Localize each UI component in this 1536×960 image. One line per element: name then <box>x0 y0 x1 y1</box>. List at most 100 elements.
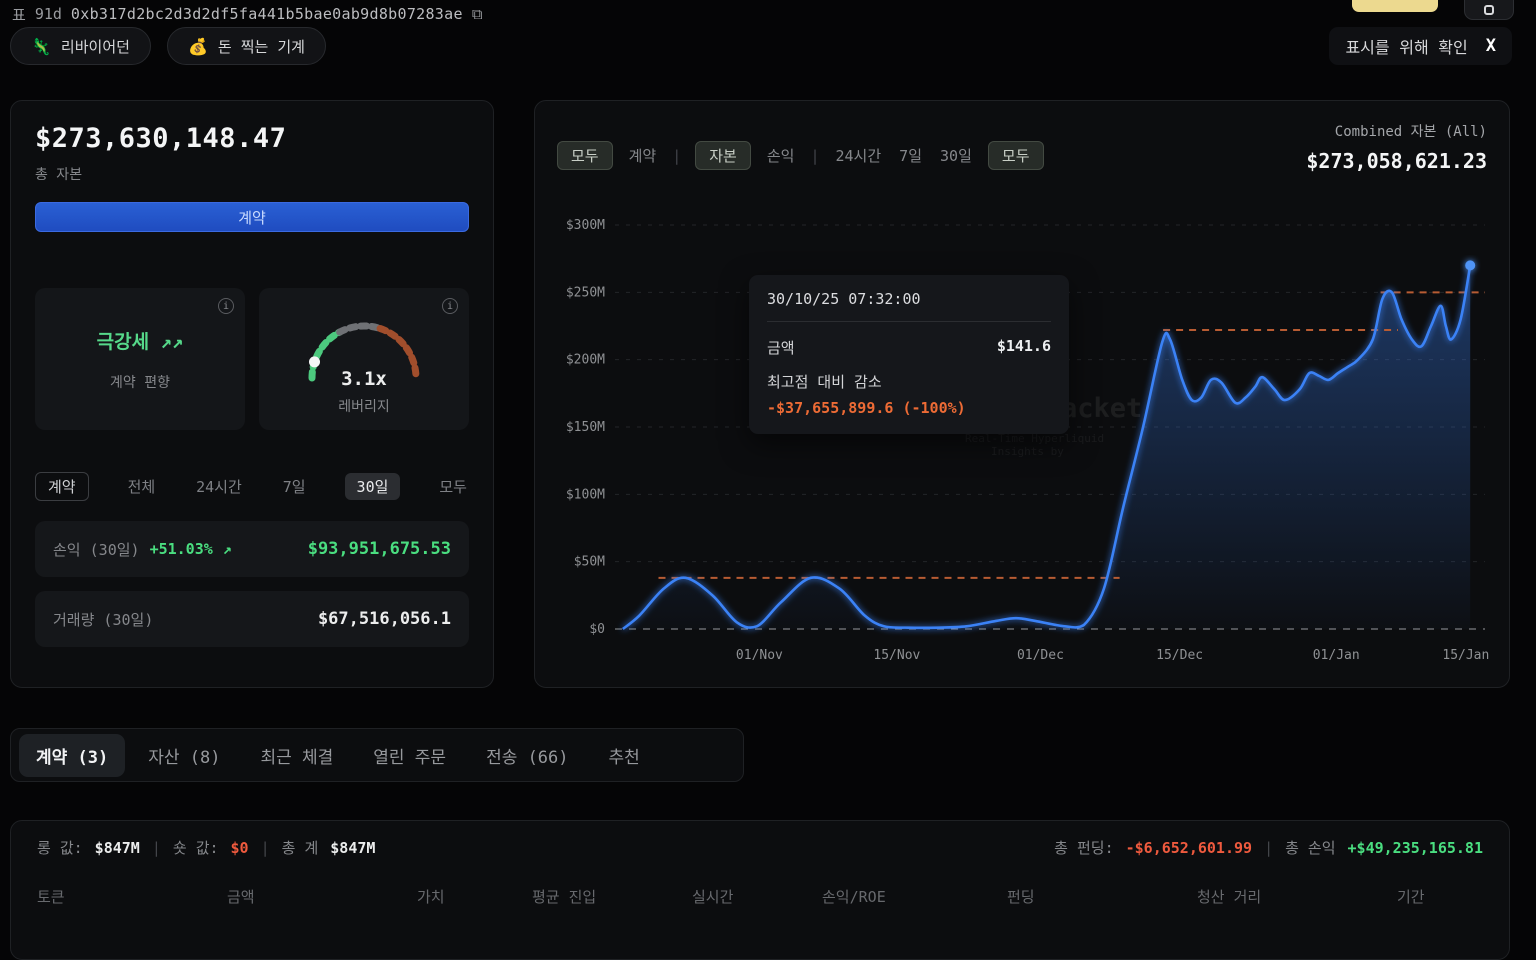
svg-text:$0: $0 <box>589 622 605 637</box>
long-value-label: 롱 값: <box>37 839 83 857</box>
tab-referrals[interactable]: 추천 <box>608 747 640 768</box>
positions-table-header: 토큰 금액 가치 평균 진입 실시간 손익/ROE 펀딩 청산 거리 기간 <box>37 886 1483 907</box>
tag-leviathan-label: 리바이어던 <box>60 37 130 56</box>
wallet-address: 0xb317d2bc2d3d2df5fa441b5bae0ab9d8b07283… <box>70 5 463 23</box>
wallet-age: 91d <box>34 5 62 23</box>
svg-text:01/Dec: 01/Dec <box>1017 648 1064 663</box>
portfolio-card: $273,630,148.47 총 자본 계약 i 극강세 ↗↗ 계약 편향 i… <box>10 100 494 688</box>
svg-text:15/Dec: 15/Dec <box>1156 648 1203 663</box>
bias-label: 계약 편향 <box>110 374 170 391</box>
close-icon[interactable]: X <box>1485 36 1496 56</box>
svg-text:01/Nov: 01/Nov <box>736 648 783 663</box>
tooltip-amount-label: 금액 <box>767 339 795 357</box>
total-funding-label: 총 펀딩: <box>1054 839 1114 857</box>
topbar-action-button-2[interactable] <box>1464 0 1514 20</box>
svg-text:$250M: $250M <box>566 285 605 300</box>
col-duration: 기간 <box>1397 888 1425 906</box>
short-value-label: 숏 값: <box>172 839 219 857</box>
tab-open-orders[interactable]: 열린 주문 <box>373 747 447 768</box>
col-liq-distance: 청산 거리 <box>1197 888 1262 906</box>
col-funding: 펀딩 <box>1007 888 1035 906</box>
svg-text:15/Nov: 15/Nov <box>873 648 920 663</box>
equity-chart[interactable]: $0 $50M $100M $150M $200M $250M $300M 01/Nov 15/… <box>557 201 1489 671</box>
positions-summary: 롱 값: $847M | 숏 값: $0 | 총 계 $847M 총 펀딩: -… <box>37 837 1483 858</box>
chart-range-30d[interactable]: 30일 <box>938 143 974 168</box>
divider: | <box>810 146 820 165</box>
chart-filter-all-left[interactable]: 모두 <box>557 141 613 170</box>
short-value: $0 <box>230 838 249 857</box>
leverage-value: 3.1x <box>341 368 387 390</box>
tooltip-drawdown-value: -$37,655,899.6 (-100%) <box>767 399 966 417</box>
tooltip-amount-value: $141.6 <box>996 337 1051 355</box>
chart-metric-contract[interactable]: 계약 <box>627 143 659 168</box>
display-confirm-text: 표시를 위해 확인 <box>1345 38 1468 57</box>
volume-value: $67,516,056.1 <box>317 609 451 629</box>
positions-panel: 롱 값: $847M | 숏 값: $0 | 총 계 $847M 총 펀딩: -… <box>10 820 1510 960</box>
divider: | <box>672 146 682 165</box>
positions-summary-right: 총 펀딩: -$6,652,601.99 | 총 손익 +$49,235,165… <box>1054 837 1483 858</box>
topbar-action-icon <box>1484 5 1494 15</box>
positions-tabs-bar: 계약 (3) 자산 (8) 최근 체결 열린 주문 전송 (66) 추천 <box>10 728 744 782</box>
info-icon[interactable]: i <box>442 298 458 314</box>
col-pnl-roe: 손익/ROE <box>822 888 886 906</box>
total-equity-label: 총 자본 <box>35 167 83 183</box>
tab-assets[interactable]: 자산 (8) <box>148 747 221 768</box>
info-icon[interactable]: i <box>218 298 234 314</box>
chart-range-24h[interactable]: 24시간 <box>834 143 884 168</box>
total-equity-value: $273,630,148.47 <box>35 123 287 154</box>
chart-tooltip: 30/10/25 07:32:00 금액 $141.6 최고점 대비 감소 -$… <box>749 275 1069 434</box>
chart-header: 모두 계약 | 자본 손익 | 24시간 7일 30일 모두 Combined … <box>557 119 1487 173</box>
svg-text:$50M: $50M <box>574 555 605 570</box>
tab-30d[interactable]: 30일 <box>344 473 401 500</box>
tab-contract[interactable]: 계약 <box>35 472 89 501</box>
chart-metric-capital[interactable]: 자본 <box>695 141 751 170</box>
address-bar: 표 91d 0xb317d2bc2d3d2df5fa441b5bae0ab9d8… <box>12 2 483 26</box>
col-amount: 금액 <box>227 888 255 906</box>
tab-transfers[interactable]: 전송 (66) <box>486 747 569 768</box>
topbar-action-button-1[interactable] <box>1352 0 1438 12</box>
tab-7d[interactable]: 7일 <box>282 478 306 496</box>
gauge-arc <box>308 322 420 382</box>
svg-text:$100M: $100M <box>566 487 605 502</box>
display-confirm-banner[interactable]: 표시를 위해 확인 X <box>1329 27 1512 65</box>
tab-contracts[interactable]: 계약 (3) <box>19 733 126 777</box>
pnl-value: $93,951,675.53 <box>307 539 451 559</box>
total-pnl-label: 총 손익 <box>1285 839 1336 857</box>
chart-metric-pnl[interactable]: 손익 <box>765 143 797 168</box>
leverage-card: i 3.1x 레버리지 <box>259 288 469 430</box>
svg-text:$150M: $150M <box>566 420 605 435</box>
moneybag-icon: 💰 <box>187 36 208 56</box>
tag-money-printer-label: 돈 찍는 기계 <box>217 37 305 56</box>
col-token: 토큰 <box>37 888 65 906</box>
tab-recent-fills[interactable]: 최근 체결 <box>260 747 334 768</box>
tab-everything[interactable]: 모두 <box>439 478 467 496</box>
equity-chart-svg[interactable]: $0 $50M $100M $150M $200M $250M $300M 01/Nov 15/… <box>557 201 1489 671</box>
tooltip-drawdown-label: 최고점 대비 감소 <box>767 373 882 391</box>
pnl-label: 손익 (30일) <box>53 540 140 559</box>
svg-text:15/Jan: 15/Jan <box>1442 648 1489 663</box>
flag-icon: 표 <box>12 5 26 24</box>
total-funding-value: -$6,652,601.99 <box>1125 838 1253 857</box>
trend-up-icon: ↗ <box>222 540 232 558</box>
copy-icon[interactable]: ⧉ <box>471 5 483 23</box>
col-value: 가치 <box>417 888 445 906</box>
col-avg-entry: 평균 진입 <box>532 888 597 906</box>
bias-value: 극강세 ↗↗ <box>96 330 184 353</box>
tab-24h[interactable]: 24시간 <box>196 478 242 496</box>
col-live: 실시간 <box>692 888 734 906</box>
separator: | <box>151 838 161 857</box>
svg-text:$200M: $200M <box>566 353 605 368</box>
portfolio-range-tabs: 계약 전체 24시간 7일 30일 모두 <box>35 472 469 501</box>
chart-range-all[interactable]: 모두 <box>987 141 1044 170</box>
tag-money-printer[interactable]: 💰 돈 찍는 기계 <box>166 27 326 65</box>
equity-chart-card: 모두 계약 | 자본 손익 | 24시간 7일 30일 모두 Combined … <box>534 100 1510 688</box>
tag-leviathan[interactable]: 🦎 리바이어던 <box>10 27 151 65</box>
contract-cta-button[interactable]: 계약 <box>35 202 469 232</box>
leverage-label: 레버리지 <box>338 399 390 415</box>
chart-range-7d[interactable]: 7일 <box>897 143 924 168</box>
pnl-row: 손익 (30일) +51.03% ↗ $93,951,675.53 <box>35 521 469 577</box>
chart-controls: 모두 계약 | 자본 손익 | 24시간 7일 30일 모두 <box>557 141 1044 170</box>
volume-row: 거래량 (30일) $67,516,056.1 <box>35 591 469 647</box>
tab-all[interactable]: 전체 <box>127 478 156 496</box>
bias-card: i 극강세 ↗↗ 계약 편향 <box>35 288 245 430</box>
